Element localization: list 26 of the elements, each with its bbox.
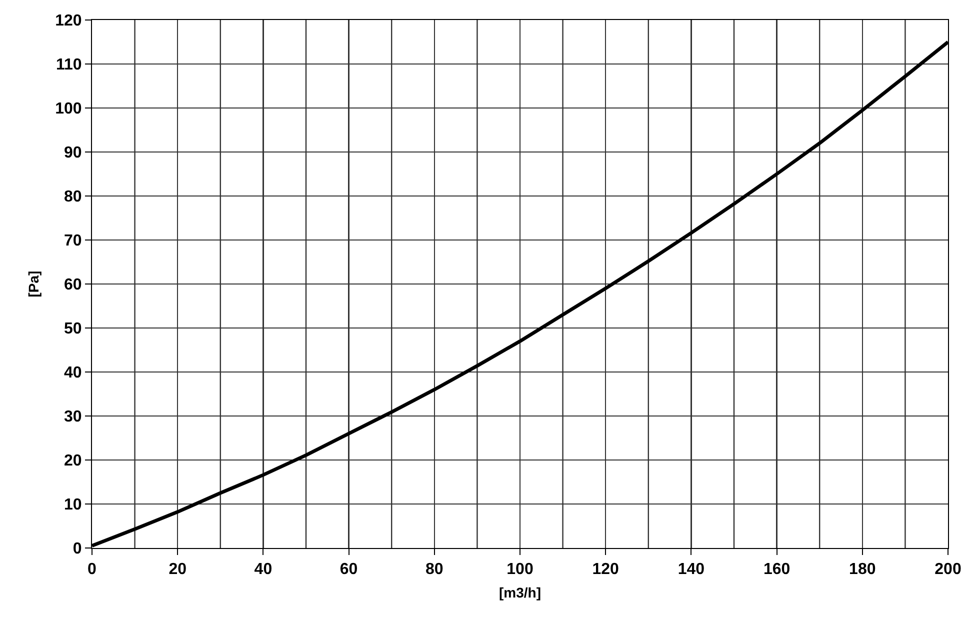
- y-tick-label: 110: [56, 56, 82, 74]
- y-tick-label: 100: [55, 100, 82, 118]
- x-tick-label: 60: [340, 561, 358, 578]
- y-tick-label: 70: [64, 232, 82, 250]
- y-tick-label: 60: [64, 276, 82, 294]
- x-tick-label: 200: [934, 561, 962, 578]
- x-tick-label: 120: [592, 561, 620, 578]
- y-tick-label: 0: [72, 540, 82, 558]
- y-tick-label: 90: [64, 144, 82, 162]
- x-tick-label: 140: [678, 561, 705, 578]
- x-tick-label: 0: [88, 561, 97, 578]
- y-tick-label: 120: [55, 12, 82, 30]
- y-tick-label: 10: [64, 496, 82, 514]
- y-tick-label: 40: [64, 364, 82, 382]
- x-tick-label: 40: [254, 561, 272, 578]
- y-axis-title: [Pa]: [26, 270, 42, 298]
- x-axis-title: [m3/h]: [499, 584, 541, 600]
- y-tick-label: 30: [64, 408, 82, 426]
- x-tick-label: 100: [506, 561, 534, 578]
- y-tick-label: 80: [64, 188, 82, 206]
- y-tick-label: 50: [64, 320, 82, 338]
- x-tick-label: 180: [849, 561, 876, 578]
- x-tick-label: 20: [168, 561, 187, 578]
- x-tick-label: 160: [763, 561, 790, 578]
- x-tick-label: 80: [426, 561, 444, 578]
- y-tick-label: 20: [64, 452, 82, 470]
